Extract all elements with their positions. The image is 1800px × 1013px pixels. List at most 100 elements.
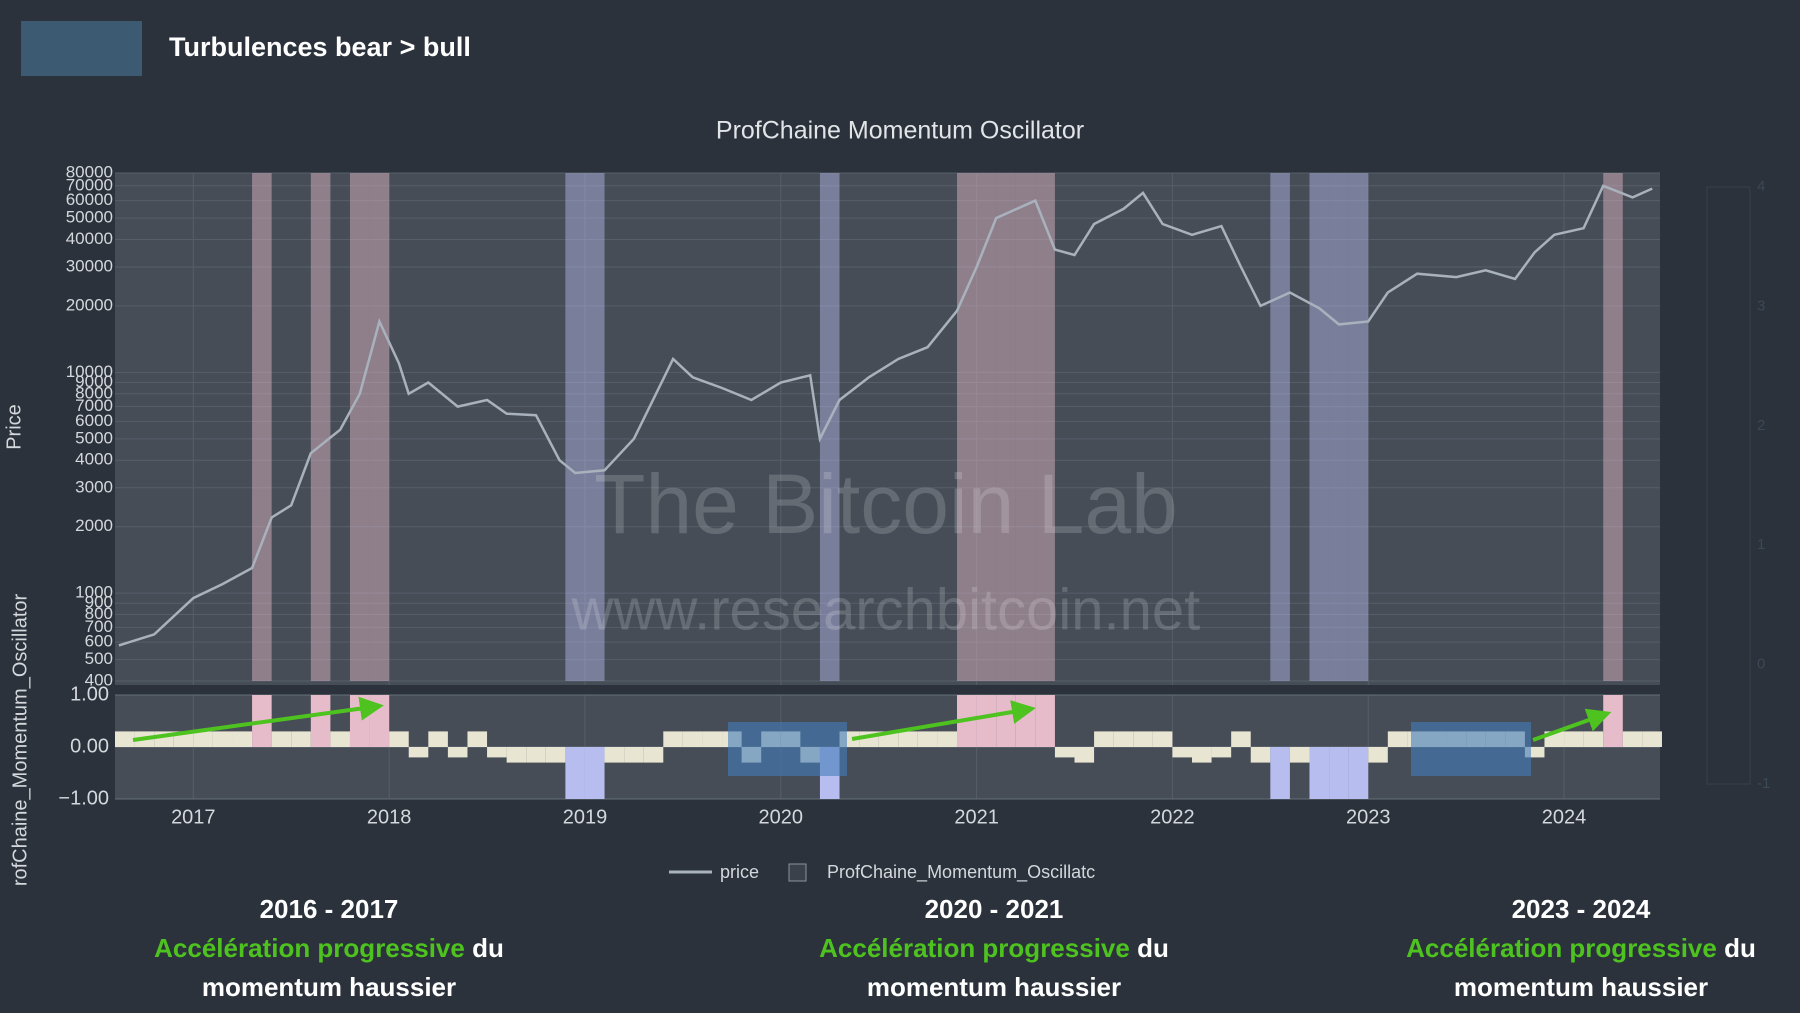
oscillator-bar [447, 747, 468, 758]
signal-band [996, 173, 1016, 681]
oscillator-bar [643, 747, 664, 763]
caption-text: du momentum haussier [866, 933, 1169, 1002]
oscillator-bar [584, 747, 605, 799]
oscillator-bar [1348, 747, 1369, 799]
signal-band [1015, 173, 1036, 681]
oscillator-bar [506, 747, 527, 763]
caption-highlight: Accélération progressive [154, 933, 465, 963]
y-tick-label: 3000 [75, 477, 113, 496]
oscillator-bar [1564, 731, 1584, 747]
oscillator-bar [1074, 747, 1095, 763]
legend-swatch [788, 863, 807, 882]
oscillator-bar [1152, 731, 1173, 747]
caption-text: du momentum haussier [1453, 933, 1756, 1002]
oscillator-bar [408, 747, 429, 758]
oscillator-bar [330, 731, 350, 747]
caption: 2016 - 2017 Accélération progressive du … [149, 890, 509, 1007]
highlight-box [1411, 722, 1531, 776]
y-tick-label: 40000 [66, 229, 113, 248]
highlight-box [728, 722, 847, 776]
signal-band [369, 173, 390, 681]
header-badge [21, 21, 142, 76]
y-tick-label: 2000 [75, 516, 113, 535]
y-tick-label: 900 [85, 593, 113, 612]
oscillator-bar [1622, 731, 1643, 747]
colorbar-tick-label: -1 [1757, 775, 1770, 792]
oscillator-bar [1250, 747, 1271, 763]
oscillator-bar [898, 731, 918, 747]
y-axis-label: rofChaine_Momentum_Oscillator [9, 593, 31, 886]
signal-band [1309, 173, 1330, 681]
caption-text: du momentum haussier [201, 933, 504, 1002]
oscillator-bar [487, 747, 507, 758]
colorbar-tick-label: 2 [1757, 417, 1765, 434]
y-tick-label: 7000 [75, 396, 113, 415]
y-tick-label: 60000 [66, 190, 113, 209]
colorbar-tick-label: 3 [1757, 297, 1765, 314]
signal-band [252, 173, 272, 681]
oscillator-bar [1191, 747, 1212, 763]
signal-band [349, 173, 370, 681]
y-tick-label: 8000 [75, 383, 113, 402]
oscillator-bar [1035, 695, 1055, 747]
oscillator-bar [1270, 747, 1290, 799]
y-axis-label: Price [3, 404, 25, 450]
oscillator-bar [467, 731, 488, 747]
oscillator-bar [1094, 731, 1114, 747]
caption-period: 2016 - 2017 [259, 894, 399, 924]
oscillator-bar [1133, 731, 1153, 747]
oscillator-bar [115, 731, 135, 747]
oscillator-bar [349, 695, 370, 747]
x-tick-label: 2021 [954, 806, 999, 828]
trend-arrow [851, 700, 1036, 741]
x-tick-label: 2023 [1346, 806, 1391, 828]
oscillator-bar [545, 747, 566, 763]
oscillator-bar [212, 731, 233, 747]
signal-band [310, 173, 331, 681]
oscillator-bar [310, 695, 331, 747]
trend-arrow [132, 696, 384, 742]
oscillator-bar [1172, 747, 1192, 758]
y-tick-label: 30000 [66, 257, 113, 276]
colorbar-tick-label: 1 [1757, 536, 1765, 553]
caption: 2020 - 2021 Accélération progressive du … [814, 890, 1174, 1007]
colorbar-tick-label: 4 [1757, 178, 1765, 195]
oscillator-bar [1387, 731, 1408, 747]
oscillator-bar [193, 731, 213, 747]
caption-highlight: Accélération progressive [1406, 933, 1717, 963]
x-tick-label: 2019 [563, 806, 608, 828]
caption-highlight: Accélération progressive [819, 933, 1130, 963]
oscillator-bar [996, 695, 1016, 747]
y-tick-label: 1000 [75, 583, 113, 602]
oscillator-bar [1309, 747, 1330, 799]
oscillator-bar [1603, 695, 1623, 747]
signal-band [819, 173, 840, 681]
signal-band [1348, 173, 1369, 681]
oscillator-bar [937, 731, 958, 747]
y-tick-label: 600 [85, 632, 113, 651]
y-tick-label: 4000 [75, 450, 113, 469]
oscillator-bar [389, 731, 409, 747]
x-tick-label: 2020 [759, 806, 804, 828]
oscillator-bar [604, 747, 625, 763]
y-tick-label: −1.00 [58, 787, 109, 809]
price-line [118, 184, 1653, 647]
signal-band [584, 173, 605, 681]
oscillator-bar [702, 731, 723, 747]
y-tick-label: 6000 [75, 411, 113, 430]
legend-label: ProfChaine_Momentum_Oscillatc [827, 862, 1095, 883]
oscillator-bar [1329, 747, 1349, 799]
oscillator-bar [1211, 747, 1232, 758]
oscillator-bar [369, 695, 390, 747]
legend-label: price [720, 862, 759, 882]
caption-period: 2023 - 2024 [1511, 894, 1651, 924]
y-tick-label: 800 [85, 604, 113, 623]
oscillator-bar [663, 731, 683, 747]
y-tick-label: 50000 [66, 208, 113, 227]
oscillator-bar [1642, 731, 1662, 747]
caption-period: 2020 - 2021 [924, 894, 1064, 924]
y-tick-label: 0.00 [70, 735, 109, 757]
y-tick-label: 1.00 [70, 683, 109, 705]
y-tick-label: 700 [85, 617, 113, 636]
